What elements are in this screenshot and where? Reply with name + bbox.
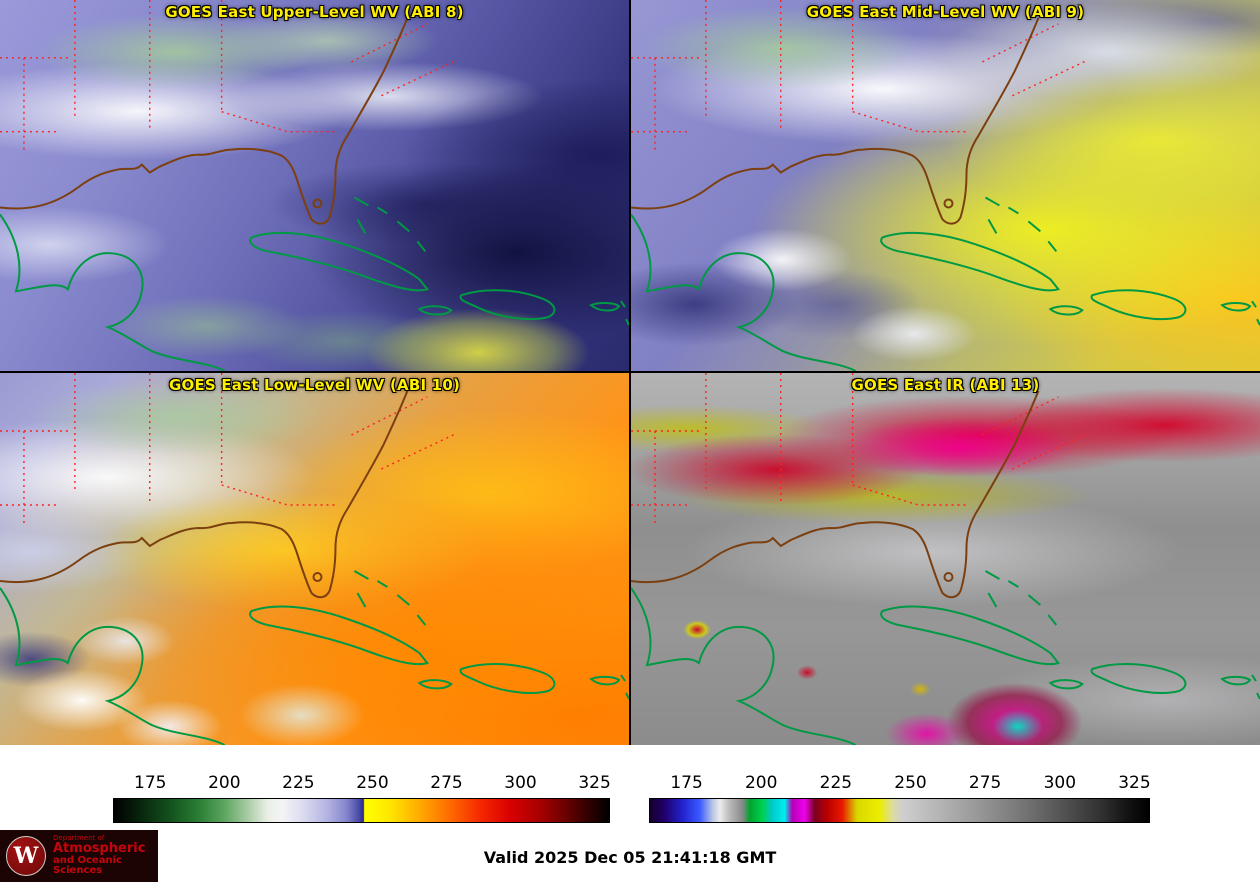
logo-line-atmospheric: Atmospheric (53, 841, 146, 857)
ir-tick-325: 325 (1118, 773, 1151, 793)
uw-aos-logo: W Department of Atmospheric and Oceanic … (0, 830, 158, 882)
panel-low-level-wv[interactable]: GOES East Low-Level WV (ABI 10) (0, 373, 629, 745)
valid-time-label: Valid 2025 Dec 05 21:41:18 GMT (483, 848, 777, 867)
panel-title-low-wv: GOES East Low-Level WV (ABI 10) (168, 376, 461, 394)
panel-upper-level-wv[interactable]: GOES East Upper-Level WV (ABI 8) (0, 0, 629, 371)
panel-grid: GOES East Upper-Level WV (ABI 8) GOES Ea… (0, 0, 1260, 745)
satellite-image-abi10 (0, 373, 629, 745)
ir-tick-175: 175 (670, 773, 703, 793)
wv-colorbar-block: 175 200 225 250 275 300 325 (113, 745, 611, 835)
logo-line-department: Department of (53, 834, 105, 842)
ir-tick-200: 200 (744, 773, 778, 793)
panel-title-mid-wv: GOES East Mid-Level WV (ABI 9) (806, 3, 1085, 21)
wv-tick-325: 325 (578, 773, 611, 793)
footer: W Department of Atmospheric and Oceanic … (0, 830, 1260, 882)
wv-colorbar (113, 798, 610, 823)
ir-colorbar-ticks: 175 200 225 250 275 300 325 (649, 773, 1150, 798)
wv-tick-200: 200 (208, 773, 241, 793)
ir-tick-300: 300 (1043, 773, 1077, 793)
wv-colorbar-ticks: 175 200 225 250 275 300 325 (113, 773, 611, 798)
panel-title-ir: GOES East IR (ABI 13) (851, 376, 1040, 394)
panel-ir[interactable]: GOES East IR (ABI 13) (631, 373, 1260, 745)
wv-tick-275: 275 (430, 773, 463, 793)
wv-tick-225: 225 (282, 773, 315, 793)
satellite-image-abi9 (631, 0, 1260, 371)
ir-colorbar (649, 798, 1150, 823)
panel-mid-level-wv[interactable]: GOES East Mid-Level WV (ABI 9) (631, 0, 1260, 371)
ir-tick-225: 225 (819, 773, 853, 793)
wv-tick-300: 300 (504, 773, 537, 793)
satellite-image-abi8 (0, 0, 629, 371)
logo-line-oceanic: and Oceanic Sciences (53, 854, 122, 877)
ir-tick-275: 275 (968, 773, 1002, 793)
uw-aos-logo-text: Department of Atmospheric and Oceanic Sc… (53, 834, 158, 877)
ir-tick-250: 250 (894, 773, 927, 793)
satellite-image-abi13 (631, 373, 1260, 745)
wv-tick-250: 250 (356, 773, 389, 793)
panel-title-upper-wv: GOES East Upper-Level WV (ABI 8) (165, 3, 464, 21)
ir-colorbar-block: 175 200 225 250 275 300 325 (649, 745, 1151, 835)
uw-crest-icon: W (6, 836, 46, 876)
wv-tick-175: 175 (134, 773, 167, 793)
